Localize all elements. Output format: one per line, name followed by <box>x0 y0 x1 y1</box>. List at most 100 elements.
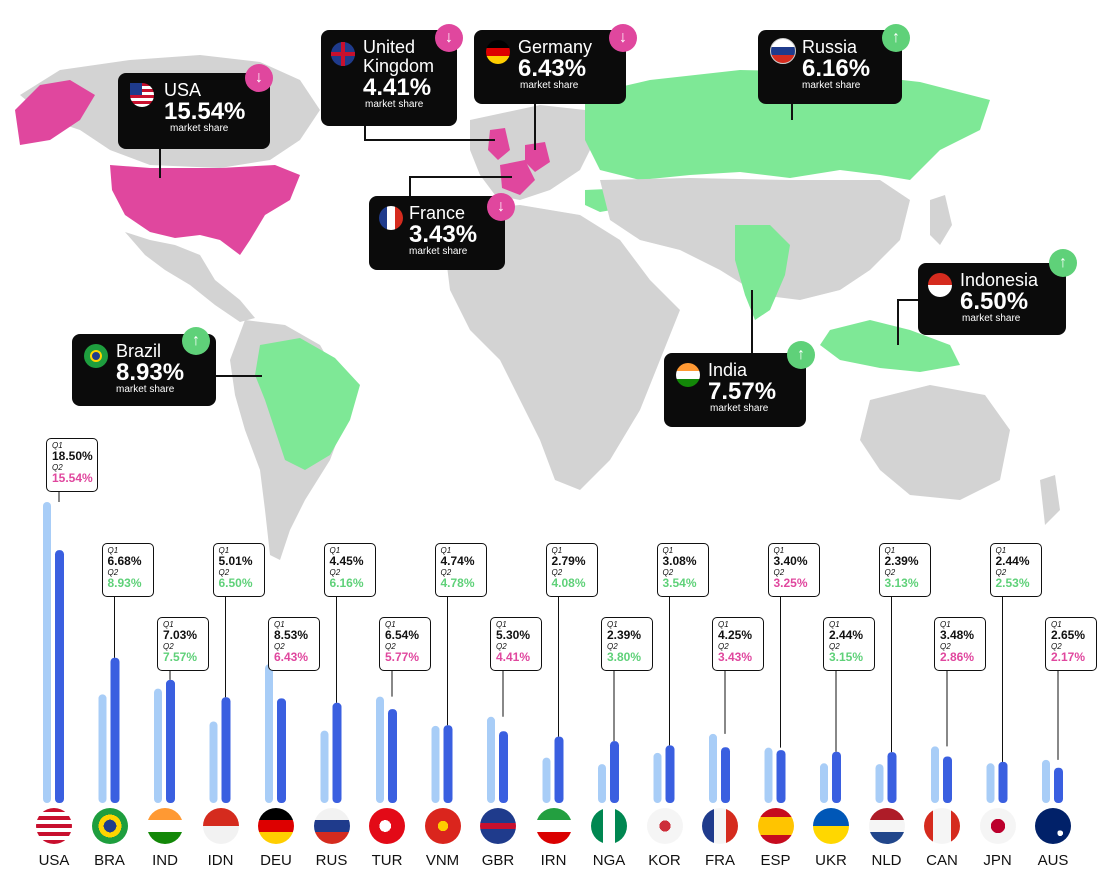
new-zealand-land <box>1040 475 1060 525</box>
q1-value: 3.48% <box>940 628 975 642</box>
value-box-kor: Q1 3.08% Q2 3.54% <box>656 543 709 597</box>
q2-value: 2.17% <box>1051 650 1086 664</box>
q2-value: 2.53% <box>995 576 1030 590</box>
q2-tag: Q2 <box>995 568 1007 577</box>
q1-value: 3.40% <box>773 554 808 568</box>
bar-q1-deu <box>265 664 273 803</box>
bar-q2-aus <box>1054 767 1063 803</box>
bar-q2-fra <box>721 747 730 803</box>
bar-q2-vnm <box>443 725 453 803</box>
callout-country: India <box>708 360 748 380</box>
q1-value: 2.39% <box>884 554 919 568</box>
value-box-ukr: Q1 2.44% Q2 3.15% <box>823 617 875 671</box>
q1-tag: Q1 <box>107 546 119 555</box>
france-flag-icon <box>379 206 403 230</box>
q2-tag: Q2 <box>829 642 840 651</box>
ind-flag-icon <box>147 808 183 844</box>
vnm-flag-icon <box>424 808 461 844</box>
country-label-vnm: VNM <box>425 852 460 869</box>
callout-subtitle: market share <box>170 123 229 134</box>
bar-q1-irn <box>542 757 551 803</box>
callout-value: 6.50% <box>960 288 1029 315</box>
q2-tag: Q2 <box>218 568 230 577</box>
trend-up-icon: ↑ <box>787 341 815 369</box>
bar-q1-nld <box>875 764 884 803</box>
brazil-flag-icon <box>84 344 108 368</box>
q2-value: 6.16% <box>329 576 364 590</box>
bar-q2-jpn <box>998 761 1008 803</box>
bar-q2-deu <box>277 698 286 803</box>
value-box-bra: Q1 6.68% Q2 8.93% <box>101 543 154 597</box>
value-box-esp: Q1 3.40% Q2 3.25% <box>767 543 820 597</box>
q2-tag: Q2 <box>163 642 174 651</box>
trend-down-icon: ↓ <box>245 64 273 92</box>
country-label-jpn: JPN <box>983 852 1012 869</box>
can-flag-icon <box>924 808 960 844</box>
kor-flag-icon <box>646 808 683 844</box>
q1-value: 4.45% <box>329 554 364 568</box>
q2-value: 3.54% <box>662 576 697 590</box>
trend-down-icon: ↓ <box>609 24 637 52</box>
q1-tag: Q1 <box>1051 620 1062 629</box>
bra-flag-icon <box>91 808 128 844</box>
callout-country: France <box>409 203 466 223</box>
bar-q2-ukr <box>832 751 841 803</box>
country-label-irn: IRN <box>540 852 567 869</box>
q2-value: 3.15% <box>829 650 864 664</box>
q2-tag: Q2 <box>718 642 729 651</box>
country-label-ind: IND <box>152 852 178 869</box>
value-box-usa: Q1 18.50% Q2 15.54% <box>46 438 98 492</box>
callout-country: Indonesia <box>960 270 1039 290</box>
country-label-nga: NGA <box>592 852 626 869</box>
country-label-fra: FRA <box>705 852 735 869</box>
trend-up-icon: ↑ <box>882 24 910 52</box>
country-label-idn: IDN <box>207 852 234 869</box>
value-box-idn: Q1 5.01% Q2 6.50% <box>212 543 265 597</box>
q1-value: 4.25% <box>718 628 753 642</box>
callout-value: 8.93% <box>116 359 185 386</box>
q2-value: 15.54% <box>52 471 93 485</box>
callout-united-kingdom: United Kingdom 4.41% market share <box>321 30 457 126</box>
indonesia-land <box>820 320 960 372</box>
q1-tag: Q1 <box>995 546 1007 555</box>
callout-value: 7.57% <box>708 378 777 405</box>
callout-russia: Russia 6.16% market share <box>758 30 902 104</box>
uk-flag-icon <box>331 42 355 66</box>
q2-value: 4.41% <box>496 650 531 664</box>
q1-tag: Q1 <box>496 620 507 629</box>
bar-q1-ukr <box>820 763 828 803</box>
q1-tag: Q1 <box>329 546 341 555</box>
indonesia-leader-line <box>897 299 920 345</box>
value-box-can: Q1 3.48% Q2 2.86% <box>934 617 986 671</box>
q2-tag: Q2 <box>329 568 341 577</box>
q2-tag: Q2 <box>496 642 507 651</box>
trend-down-icon: ↓ <box>435 24 463 52</box>
q1-tag: Q1 <box>385 620 396 629</box>
value-box-nld: Q1 2.39% Q2 3.13% <box>878 543 931 597</box>
value-box-tur: Q1 6.54% Q2 5.77% <box>379 617 431 671</box>
q2-tag: Q2 <box>274 642 285 651</box>
country-label-kor: KOR <box>648 852 681 869</box>
q1-value: 5.30% <box>496 628 531 642</box>
q2-tag: Q2 <box>662 568 674 577</box>
q1-tag: Q1 <box>274 620 285 629</box>
q1-value: 4.74% <box>440 554 475 568</box>
jpn-flag-icon <box>979 808 1016 844</box>
country-label-aus: AUS <box>1037 852 1069 869</box>
q2-value: 2.86% <box>940 650 975 664</box>
q1-tag: Q1 <box>940 620 951 629</box>
india-land <box>735 225 790 320</box>
value-box-jpn: Q1 2.44% Q2 2.53% <box>989 543 1042 597</box>
indonesia-flag-icon <box>928 273 952 297</box>
rus-flag-icon <box>313 808 350 844</box>
japan-land <box>930 195 952 245</box>
country-label-can: CAN <box>926 852 958 869</box>
india-flag-icon <box>676 363 700 387</box>
bar-q1-vnm <box>431 725 440 803</box>
callout-subtitle: market share <box>409 246 468 257</box>
gbr-flag-icon <box>480 808 516 844</box>
bar-q2-nld <box>887 752 897 803</box>
france-leader-line <box>409 176 512 197</box>
q1-value: 2.79% <box>551 554 586 568</box>
q1-tag: Q1 <box>829 620 840 629</box>
